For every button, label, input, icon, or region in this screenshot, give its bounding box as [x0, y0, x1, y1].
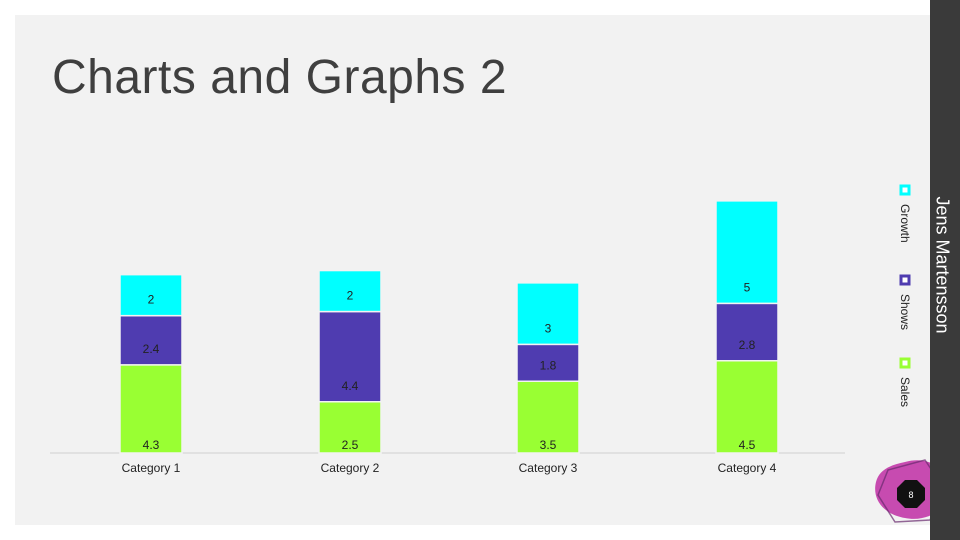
data-label-sales-4: 4.5 — [739, 438, 756, 452]
bar-shows-1 — [119, 314, 183, 366]
data-label-growth-3: 3 — [545, 321, 552, 335]
bar-shows-2 — [318, 310, 382, 403]
legend-label-sales: Sales — [898, 377, 912, 407]
x-tick-label: Category 3 — [519, 461, 578, 475]
legend-swatch-sales — [899, 357, 911, 369]
slide-title: Charts and Graphs 2 — [52, 51, 508, 104]
x-tick-label: Category 2 — [321, 461, 380, 475]
bar-sales-4 — [715, 360, 779, 454]
right-side-band — [930, 0, 960, 540]
bar-growth-2 — [318, 269, 382, 313]
x-tick-label: Category 4 — [718, 461, 777, 475]
bar-shows-3 — [516, 343, 580, 383]
bar-growth-1 — [119, 273, 183, 317]
data-label-growth-1: 2 — [148, 293, 155, 307]
data-label-growth-4: 5 — [744, 280, 751, 294]
data-label-shows-2: 4.4 — [342, 379, 359, 393]
data-label-sales-2: 2.5 — [342, 438, 359, 452]
bar-sales-3 — [516, 380, 580, 454]
data-label-growth-2: 2 — [347, 289, 354, 303]
legend-label-growth: Growth — [898, 204, 912, 243]
bar-growth-4 — [715, 200, 779, 305]
badge-octagon — [897, 480, 925, 508]
data-label-shows-1: 2.4 — [143, 342, 160, 356]
legend-swatch-shows — [899, 274, 911, 286]
author-name: Jens Martensson — [932, 196, 953, 334]
data-label-sales-1: 4.3 — [143, 438, 160, 452]
data-label-shows-3: 1.8 — [540, 358, 557, 372]
bar-shows-4 — [715, 302, 779, 362]
data-label-shows-4: 2.8 — [739, 338, 756, 352]
page-number-badge: 8 — [875, 459, 949, 523]
x-tick-label: Category 1 — [122, 461, 181, 475]
page-number: 8 — [908, 490, 913, 500]
bar-sales-1 — [119, 364, 183, 454]
data-label-sales-3: 3.5 — [540, 438, 557, 452]
legend-label-shows: Shows — [898, 294, 912, 330]
bar-growth-3 — [516, 282, 580, 346]
bar-sales-2 — [318, 401, 382, 454]
legend-swatch-growth — [899, 184, 911, 196]
